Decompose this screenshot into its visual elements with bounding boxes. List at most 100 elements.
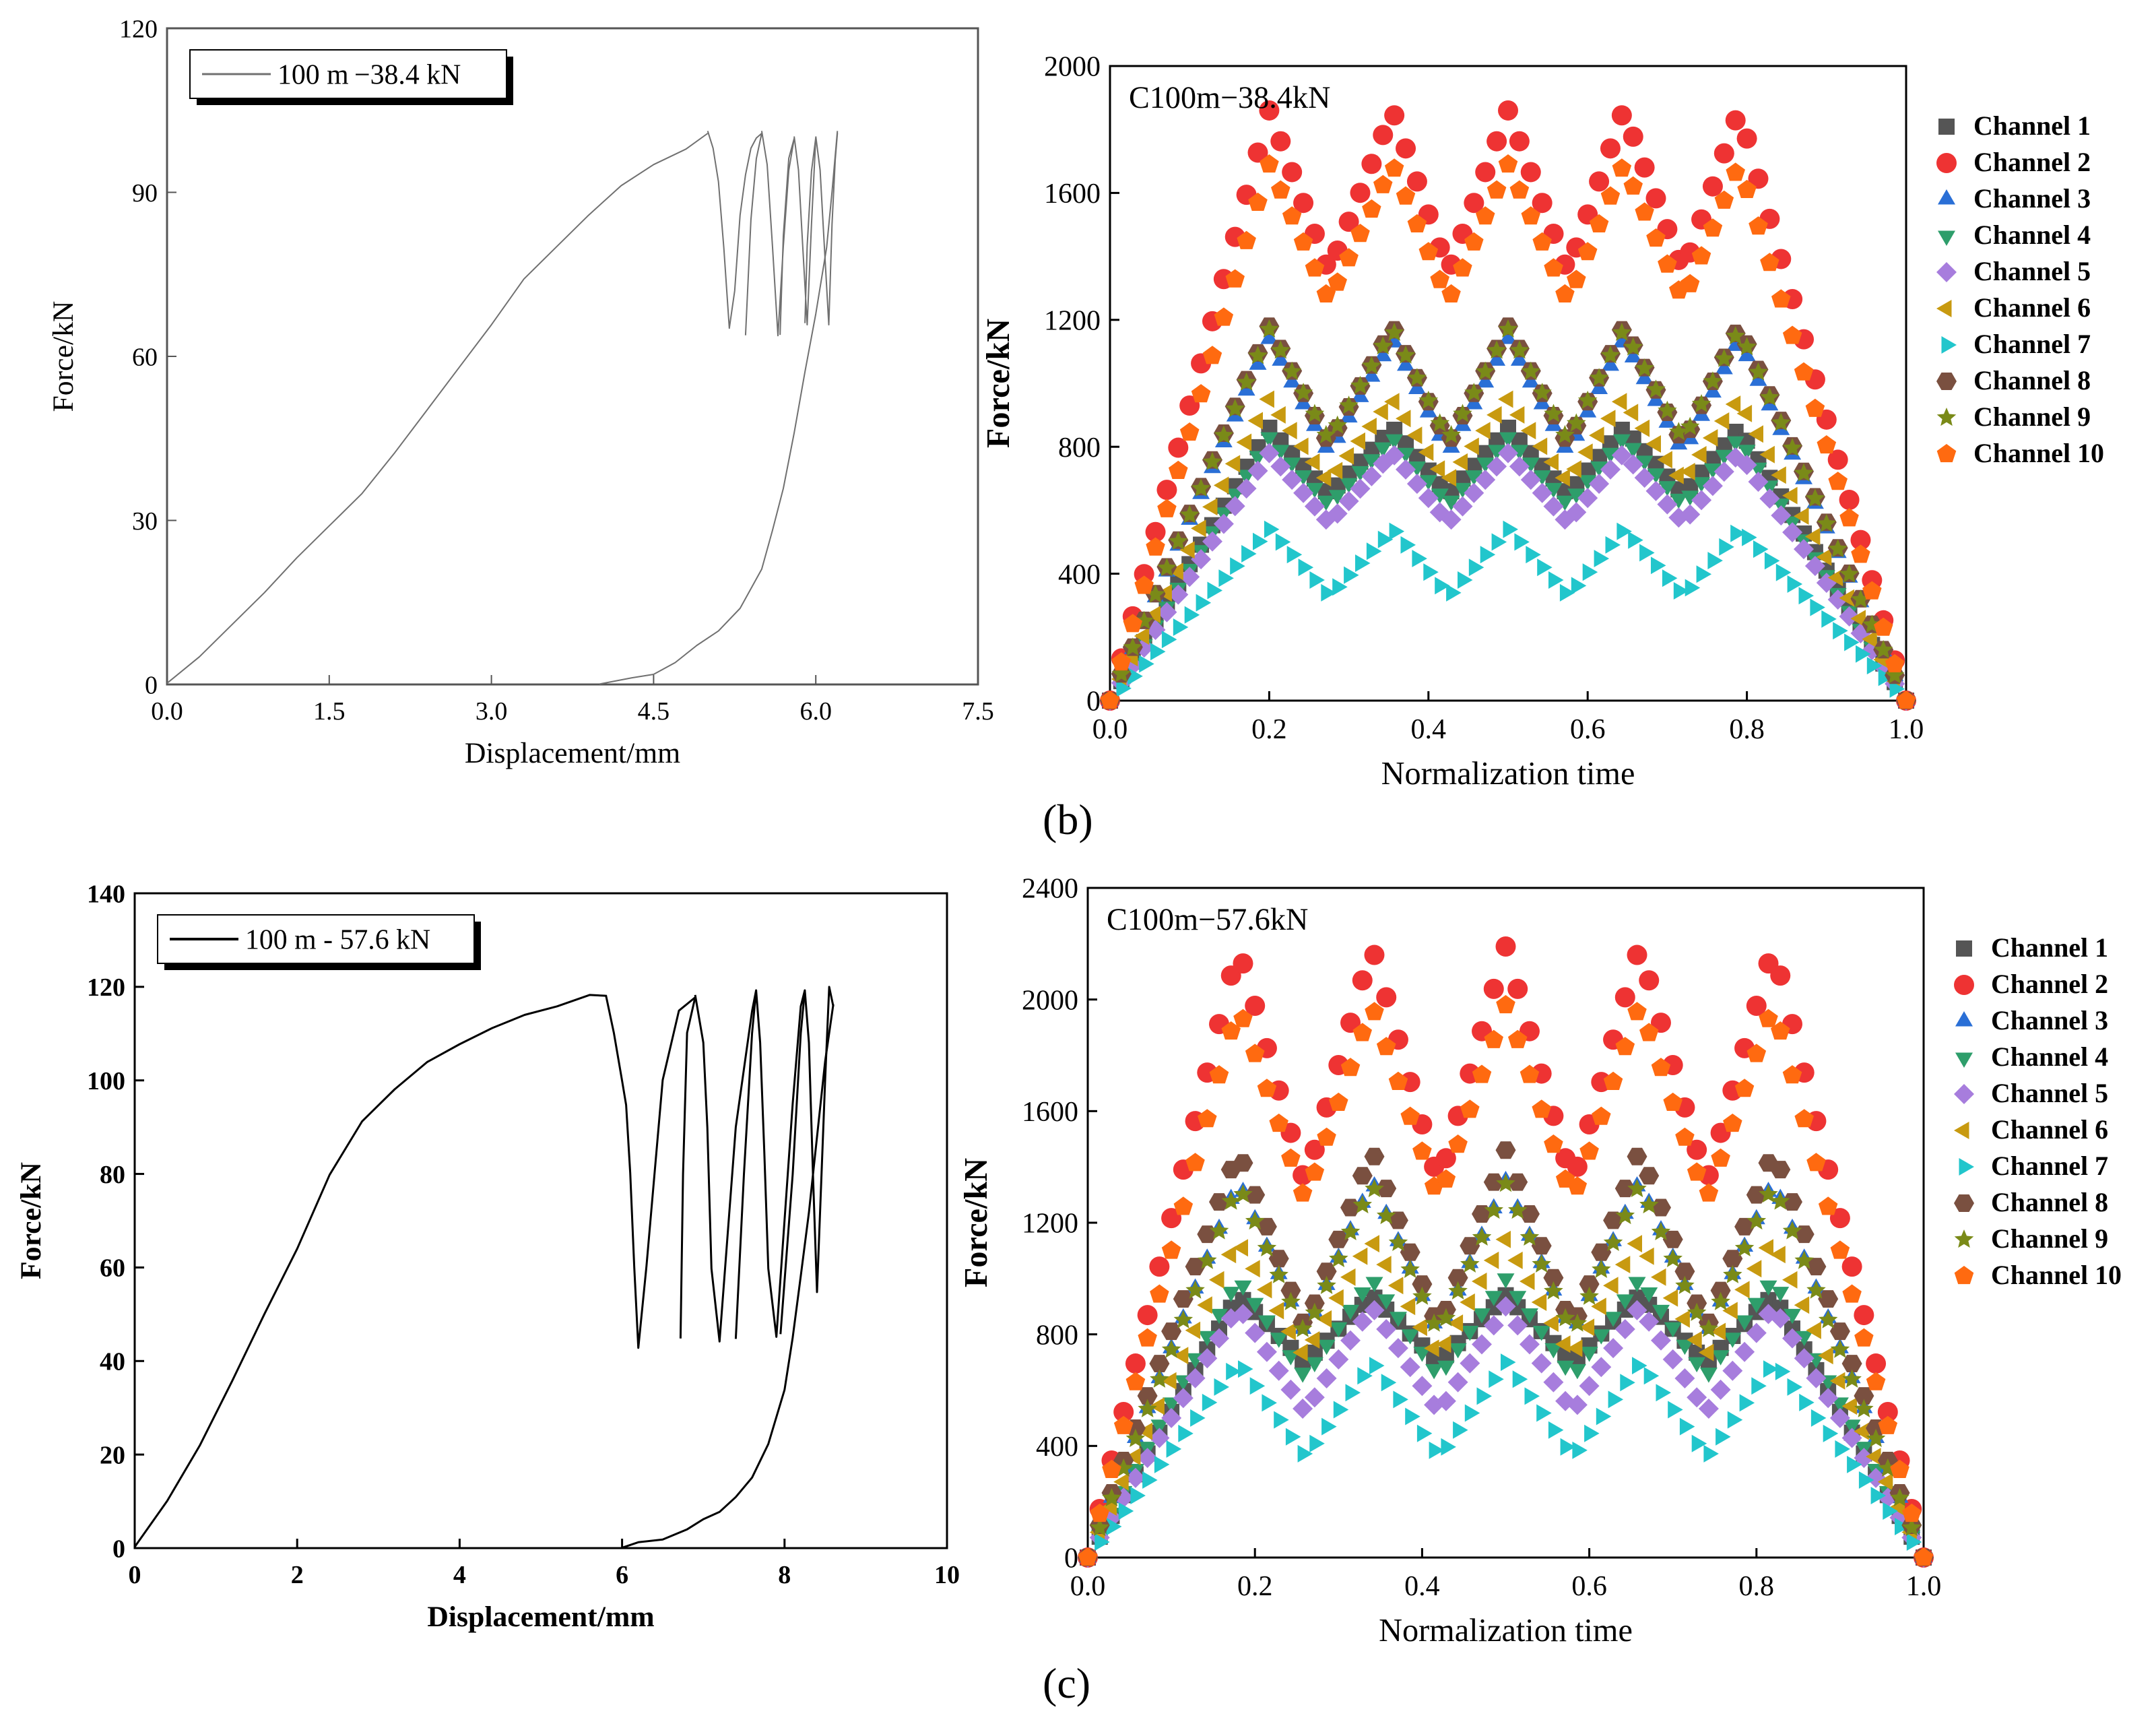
- bottom-right-point: [1662, 1230, 1683, 1248]
- bottom-right-point: [1567, 1313, 1588, 1332]
- top-right-point: [1805, 488, 1825, 507]
- top-right-point: [1713, 412, 1730, 430]
- bottom-right-point: [1579, 1286, 1599, 1305]
- bottom-right-point: [1316, 1310, 1332, 1328]
- top-right-point: [1328, 490, 1346, 505]
- top-right-point: [1384, 323, 1404, 342]
- bottom-right-point: [1328, 1349, 1349, 1370]
- bottom-right-point: [1102, 1487, 1121, 1506]
- top-right-point: [1373, 336, 1393, 355]
- top-right-point: [1742, 528, 1757, 546]
- top-right-point: [1555, 469, 1570, 487]
- bottom-right-point: [1269, 1114, 1288, 1132]
- bottom-right-point: [1572, 1441, 1588, 1459]
- top-right-point: [1839, 606, 1860, 627]
- top-right-point: [1214, 307, 1234, 326]
- top-right-point: [1340, 478, 1358, 494]
- bottom-right-point: [1353, 1287, 1371, 1303]
- bottom-right-point: [1560, 1438, 1576, 1456]
- bottom-right-point: [1352, 1247, 1368, 1265]
- top-right-point: [1373, 125, 1394, 146]
- top-right-point: [1202, 531, 1222, 552]
- bottom-right-point: [1256, 1341, 1277, 1362]
- bottom-right-point: [1495, 1296, 1516, 1317]
- bottom-right-point: [1810, 1409, 1827, 1427]
- bottom-right-point: [1376, 1205, 1396, 1225]
- bottom-right-point: [1233, 953, 1253, 974]
- bottom-right-point: [1806, 1153, 1826, 1172]
- bottom-left-ytick-label: 20: [100, 1441, 125, 1469]
- top-right-point: [1658, 254, 1677, 273]
- top-right-point: [1611, 105, 1632, 126]
- bottom-right-point: [1758, 1239, 1773, 1257]
- top-right-point: [1685, 579, 1701, 597]
- top-right-point: [1306, 482, 1324, 499]
- bottom-right-point: [1544, 1281, 1563, 1300]
- top-right-legend-marker: [1936, 262, 1957, 282]
- bottom-left-xtick-label: 2: [291, 1561, 304, 1589]
- bottom-right-point: [1161, 1208, 1182, 1229]
- bottom-right-point: [1405, 1407, 1420, 1425]
- top-right-point: [1157, 558, 1177, 577]
- bottom-right-point: [1639, 1311, 1660, 1332]
- bottom-right-point: [1365, 1179, 1384, 1198]
- top-right-legend-label: Channel 2: [1973, 147, 2091, 177]
- top-right-point: [1286, 546, 1303, 564]
- top-right-point: [1377, 530, 1394, 548]
- bottom-right-point: [1841, 1256, 1862, 1277]
- bottom-right-point: [1238, 1360, 1253, 1378]
- bottom-left-series-cycle1: [605, 994, 696, 1349]
- top-right-point: [1804, 527, 1821, 546]
- top-right-point: [1453, 258, 1472, 277]
- bottom-right-point: [1464, 1404, 1480, 1422]
- top-right-point: [1272, 445, 1290, 460]
- bottom-right-xtick-label: 0.8: [1739, 1571, 1775, 1602]
- bottom-right-point: [1209, 1221, 1229, 1240]
- bottom-right-point: [1532, 1326, 1550, 1341]
- top-right-legend-label: Channel 3: [1973, 183, 2091, 214]
- top-right-point: [1259, 443, 1280, 463]
- bottom-right-point: [1771, 1191, 1790, 1210]
- bottom-right-point: [1161, 1240, 1181, 1259]
- bottom-right-point: [1316, 1368, 1337, 1388]
- bottom-left-ytick-label: 100: [87, 1067, 125, 1095]
- top-right-point: [1866, 657, 1883, 675]
- top-right-point: [1567, 269, 1586, 288]
- bottom-right-point: [1249, 1377, 1266, 1395]
- top-right-point: [1509, 340, 1530, 359]
- top-right-point: [1522, 372, 1540, 388]
- top-right-point: [1702, 429, 1718, 447]
- top-right-point: [1168, 563, 1183, 581]
- top-left-xtick-label: 7.5: [962, 697, 994, 726]
- bottom-right-point: [1698, 1399, 1719, 1419]
- top-right-point: [1874, 640, 1893, 659]
- bottom-right-point: [1614, 1256, 1631, 1274]
- top-left-series-cycle1: [707, 131, 762, 335]
- top-right-point: [1362, 199, 1381, 218]
- bottom-right-point: [1854, 1387, 1874, 1405]
- bottom-right-point: [1775, 1362, 1791, 1380]
- bottom-right-point: [1197, 1296, 1212, 1314]
- top-right-point: [1241, 545, 1257, 563]
- top-right-point: [1600, 410, 1616, 428]
- top-right-point: [1691, 446, 1707, 463]
- top-right-point: [1821, 610, 1837, 628]
- top-right-point: [1635, 455, 1654, 471]
- bottom-right-point: [1173, 1310, 1194, 1328]
- bottom-right-point: [1352, 1195, 1372, 1214]
- bottom-right-point: [1345, 1384, 1361, 1402]
- top-right-point: [1623, 454, 1643, 475]
- top-right-point: [1782, 325, 1802, 344]
- top-right-point: [1458, 571, 1473, 589]
- top-right-point: [1225, 269, 1245, 288]
- top-right-point: [1804, 556, 1825, 577]
- bottom-right-point: [1770, 965, 1791, 986]
- top-right-point: [1680, 274, 1700, 292]
- top-right-point: [1339, 395, 1359, 414]
- top-right-point: [1499, 329, 1517, 344]
- bottom-right-point: [1627, 1300, 1647, 1320]
- top-right-point: [1134, 575, 1154, 594]
- bottom-right-point: [1209, 1328, 1229, 1349]
- top-right-xtick-label: 0.2: [1251, 714, 1287, 745]
- top-right-point: [1230, 557, 1245, 575]
